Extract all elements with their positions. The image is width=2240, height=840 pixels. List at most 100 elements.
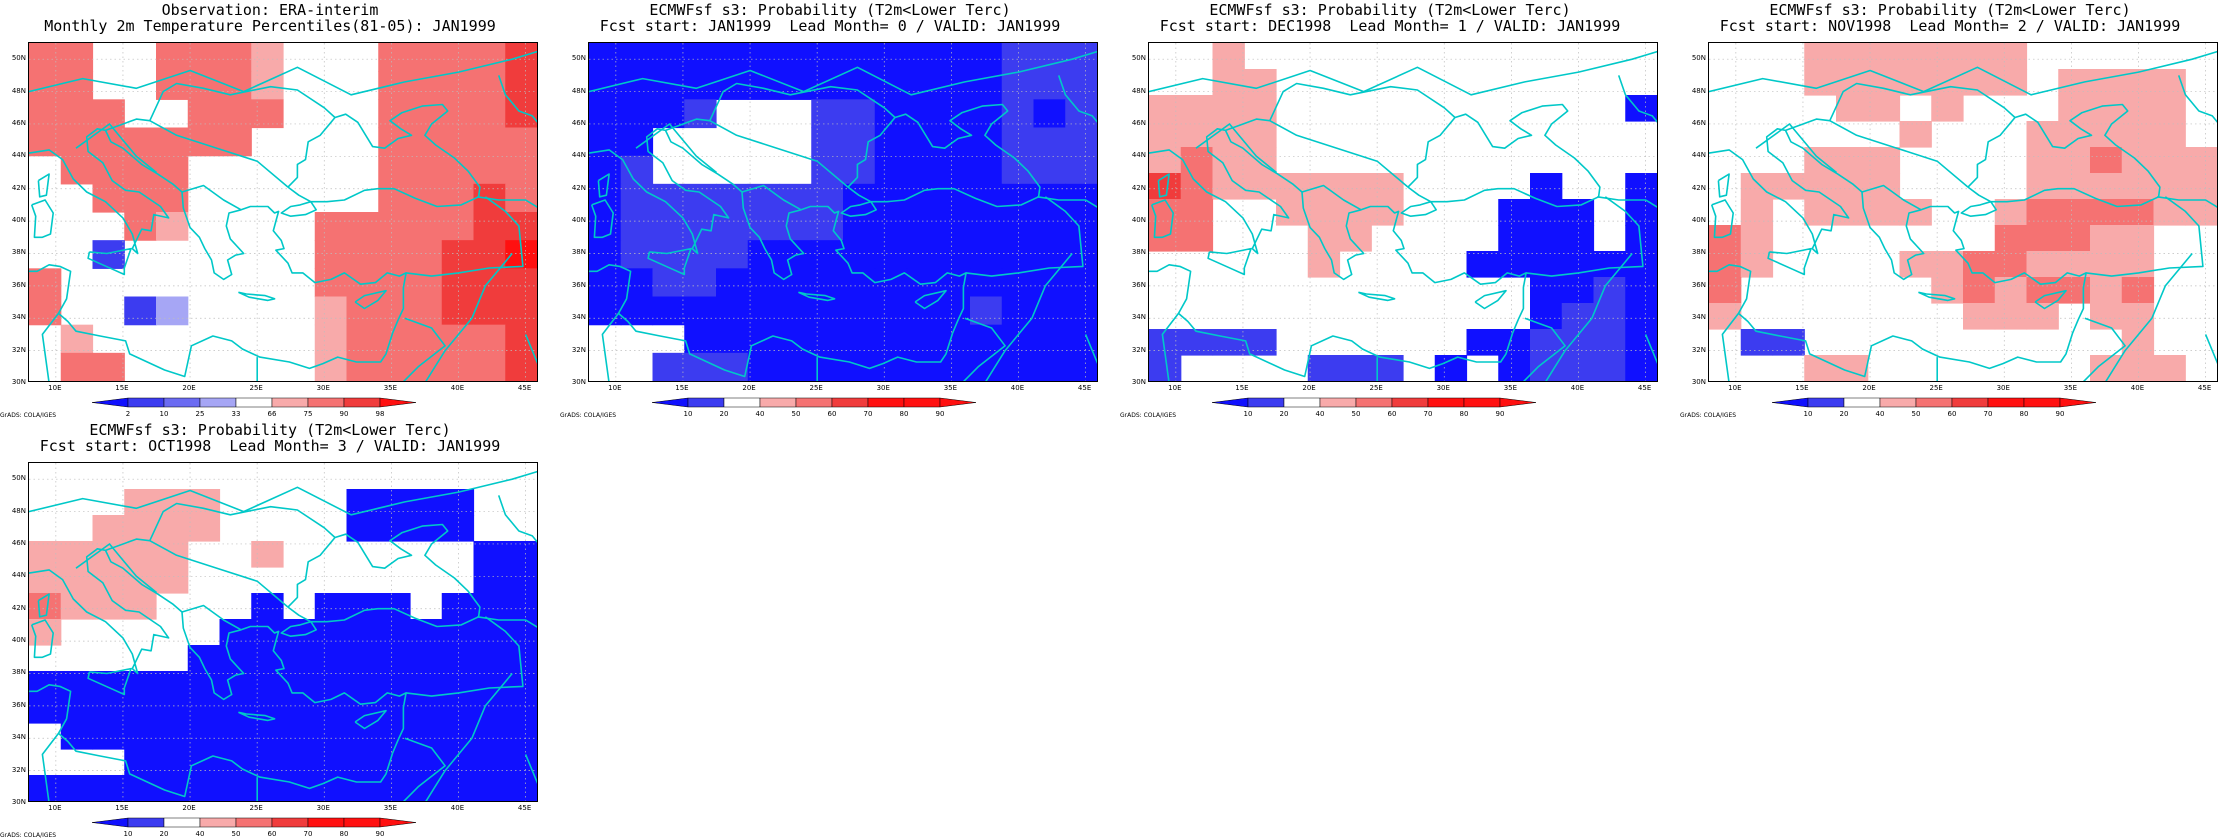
colorbar-segment — [939, 397, 977, 408]
lat-label: 38N — [11, 248, 26, 257]
coastline — [1161, 312, 1180, 381]
colorbar-segment — [1843, 397, 1881, 408]
coastline — [1721, 312, 1740, 381]
grid-cell — [378, 43, 411, 72]
grid-cell — [410, 155, 443, 185]
grid-cell — [314, 240, 348, 269]
grid-cell — [283, 723, 316, 750]
coastline — [589, 50, 1097, 96]
title-line-1: ECMWFsf s3: Probability (T2m<Lower Terc) — [89, 421, 451, 439]
colorbar — [1771, 397, 2097, 408]
grid-cell — [1001, 183, 1035, 213]
colorbar-segment — [199, 817, 237, 828]
grid-cell — [1466, 251, 1499, 278]
lon-label: 20E — [742, 384, 756, 392]
grid-cell — [874, 183, 908, 213]
grid-cell — [1033, 324, 1066, 354]
coastline — [354, 709, 387, 730]
colorbar — [1211, 397, 1537, 408]
colorbar-segment — [867, 397, 905, 408]
lat-label: 48N — [11, 86, 26, 95]
lat-label: 36N — [1691, 280, 1706, 289]
grid-cell — [716, 296, 749, 326]
colorbar-label: 90 — [1495, 410, 1505, 418]
map-area[interactable] — [1708, 42, 2218, 382]
grid-cell — [1836, 95, 1869, 122]
grid-cell — [906, 324, 939, 354]
grid-cell — [1804, 173, 1837, 200]
grid-cell — [1212, 95, 1245, 122]
grid-cell — [1625, 277, 1657, 304]
colorbar-segment — [1283, 397, 1321, 408]
grid-cell — [620, 240, 654, 269]
grid-cell — [970, 212, 1003, 241]
map-area[interactable] — [1148, 42, 1658, 382]
grid-cell — [970, 352, 1003, 381]
coastline — [1407, 103, 1601, 208]
colorbar-label: 80 — [339, 830, 349, 838]
map-svg — [1709, 43, 2217, 381]
grid-cell — [1593, 355, 1626, 381]
grads-credit: GrADS: COLA/IGES — [1680, 412, 1737, 419]
grid-cell — [906, 240, 939, 269]
lat-label: 40N — [11, 216, 26, 225]
grid-cell — [874, 43, 908, 72]
grid-cell — [378, 775, 411, 801]
grid-cell — [1001, 127, 1035, 157]
grid-cell — [346, 489, 379, 516]
coastline — [1617, 75, 1657, 123]
grid-cell — [1065, 183, 1097, 213]
colorbar-label: 40 — [755, 410, 765, 418]
grid-cell — [187, 775, 221, 801]
lat-label: 44N — [11, 151, 26, 160]
grid-cell — [652, 240, 685, 269]
map-area[interactable] — [28, 42, 538, 382]
grid-cell — [1065, 296, 1097, 326]
colorbar-segment — [1391, 397, 1429, 408]
lat-label: 42N — [571, 183, 586, 192]
grads-credit: GrADS: COLA/IGES — [1120, 412, 1177, 419]
grid-cell — [441, 352, 475, 381]
grid-cell — [473, 127, 506, 157]
coastline — [962, 317, 1006, 381]
grid-cell — [811, 352, 844, 381]
coastline — [41, 312, 60, 381]
grid-cell — [1180, 225, 1214, 252]
coastline — [590, 199, 615, 239]
grid-cell — [1001, 71, 1035, 100]
grid-cell — [1994, 199, 2028, 226]
grid-cell — [906, 155, 939, 185]
grid-cell — [410, 324, 443, 354]
lat-label: 50N — [11, 54, 26, 63]
grid-cell — [2058, 199, 2091, 226]
grid-cell — [473, 567, 506, 594]
colorbar-label: 2 — [125, 410, 131, 418]
grid-cell — [1149, 95, 1182, 122]
grid-cell — [1180, 199, 1214, 226]
map-area[interactable] — [588, 42, 1098, 382]
grid-cell — [29, 296, 62, 326]
lat-label: 32N — [11, 765, 26, 774]
grid-cell — [779, 268, 812, 298]
grid-cell — [906, 43, 939, 72]
grid-cell — [779, 43, 812, 72]
grid-cell — [1867, 199, 1901, 226]
colorbar-label: 20 — [1279, 410, 1289, 418]
grid-cell — [779, 352, 812, 381]
grid-cell — [811, 268, 844, 298]
grid-cell — [2090, 147, 2123, 174]
grid-cell — [1307, 199, 1341, 226]
grid-cell — [187, 43, 221, 72]
grid-cell — [92, 697, 125, 724]
colorbar-label: 70 — [1983, 410, 1993, 418]
grid-cell — [970, 296, 1003, 326]
coastline — [1717, 173, 1730, 198]
grid-cell — [1530, 251, 1563, 278]
lat-label: 48N — [1691, 86, 1706, 95]
grid-cell — [505, 541, 537, 568]
grid-cell — [1561, 225, 1595, 252]
map-area[interactable] — [28, 462, 538, 802]
coastline — [1960, 200, 1998, 217]
grid-cell — [156, 723, 189, 750]
lat-label: 42N — [1131, 183, 1146, 192]
